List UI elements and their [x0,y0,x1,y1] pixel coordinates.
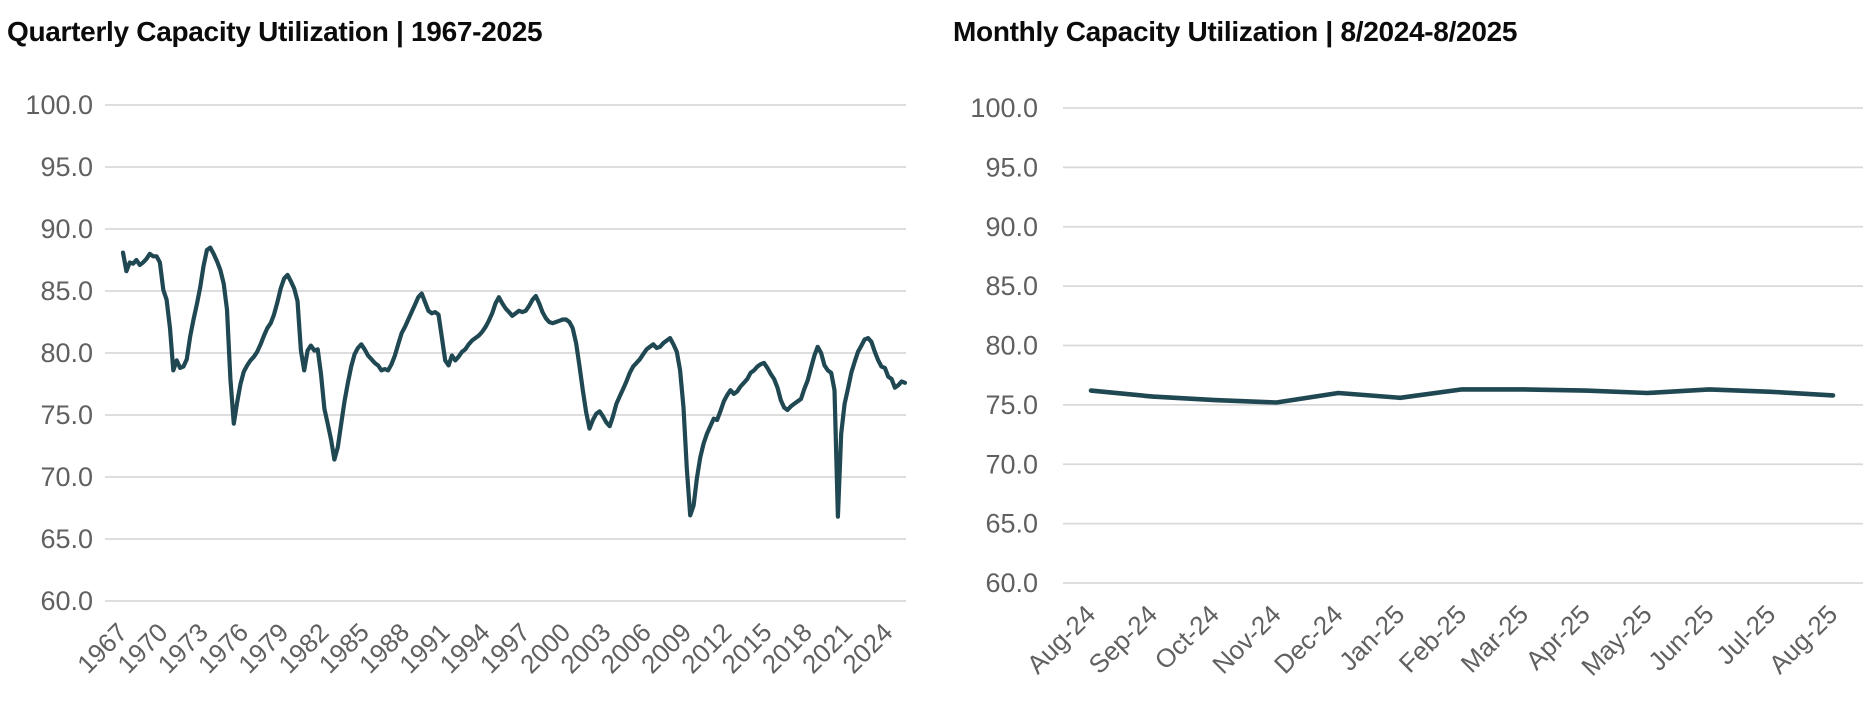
x-axis-label: Nov-24 [1206,599,1286,679]
quarterly-series-line [120,245,908,519]
x-axis-label: Aug-24 [1021,599,1101,679]
x-axis-label: Aug-25 [1763,599,1843,679]
y-axis-label: 95.0 [40,152,93,182]
x-axis-label: Feb-25 [1393,599,1472,678]
x-axis-label: Jun-25 [1642,599,1719,676]
y-axis-label: 80.0 [985,331,1038,361]
y-axis-label: 60.0 [40,586,93,616]
y-axis-label: 75.0 [985,390,1038,420]
x-axis-label: May-25 [1575,599,1658,682]
y-axis-label: 65.0 [985,509,1038,539]
x-axis-label: Jan-25 [1333,599,1410,676]
y-axis-label: 100.0 [25,90,93,120]
monthly-chart: 100.095.090.085.080.075.070.065.060.0Aug… [970,93,1863,682]
y-axis-label: 70.0 [985,449,1038,479]
y-axis-label: 80.0 [40,338,93,368]
y-axis-label: 95.0 [985,152,1038,182]
y-axis-label: 85.0 [985,271,1038,301]
x-axis-label: Mar-25 [1455,599,1534,678]
y-axis-label: 65.0 [40,524,93,554]
y-axis-label: 75.0 [40,400,93,430]
y-axis-label: 85.0 [40,276,93,306]
quarterly-chart-title: Quarterly Capacity Utilization | 1967-20… [7,16,543,47]
monthly-chart-title: Monthly Capacity Utilization | 8/2024-8/… [953,16,1518,47]
quarterly-chart: 100.095.090.085.080.075.070.065.060.0196… [25,90,908,679]
y-axis-label: 60.0 [985,568,1038,598]
x-axis-label: Sep-24 [1083,599,1163,679]
y-axis-label: 90.0 [985,212,1038,242]
y-axis-label: 100.0 [970,93,1038,123]
y-axis-label: 90.0 [40,214,93,244]
y-axis-label: 70.0 [40,462,93,492]
monthly-series-line [1088,387,1836,405]
x-axis-label: Dec-24 [1268,599,1348,679]
